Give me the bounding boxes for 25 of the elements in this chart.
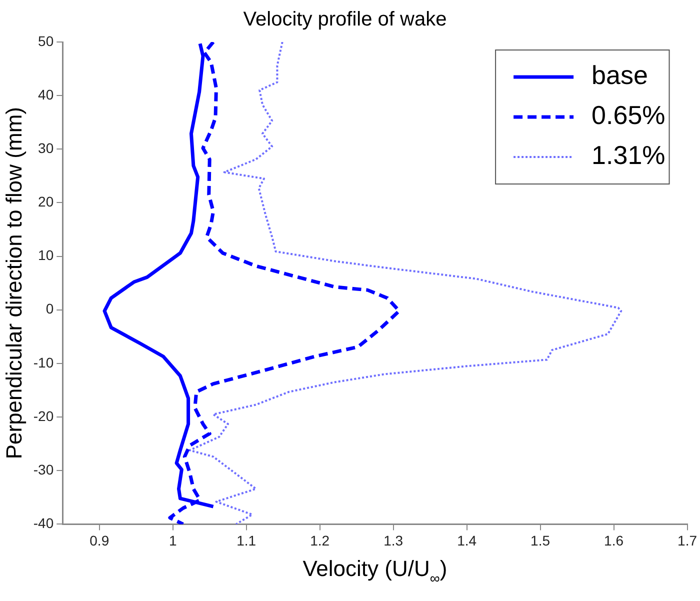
y-tick-label: 0 xyxy=(46,300,54,317)
x-tick-label: 1.6 xyxy=(604,532,624,548)
x-tick-label: 0.9 xyxy=(90,532,110,548)
y-tick-label: 20 xyxy=(38,194,54,210)
legend-label: 1.31% xyxy=(592,140,666,170)
y-tick-label: 10 xyxy=(38,247,54,264)
x-tick-label: 1.7 xyxy=(678,532,698,548)
y-tick-label: 30 xyxy=(38,140,54,156)
x-tick-label: 1.3 xyxy=(384,532,404,548)
chart-title: Velocity profile of wake xyxy=(243,8,447,31)
x-axis-title: Velocity (U/U∞) xyxy=(302,556,448,586)
x-tick-label: 1.4 xyxy=(457,532,477,548)
x-tick-label: 1.5 xyxy=(530,532,550,548)
y-tick-label: -10 xyxy=(33,354,54,370)
legend-label: 0.65% xyxy=(592,100,666,130)
x-tick-label: 1 xyxy=(168,532,177,548)
x-tick-label: 1.1 xyxy=(236,532,256,548)
y-tick-label: -20 xyxy=(33,408,54,424)
y-axis-title: Perpendicular direction to flow (mm) xyxy=(1,107,26,460)
legend-label: base xyxy=(592,60,648,90)
y-tick-label: 50 xyxy=(38,32,54,49)
y-tick-label: 40 xyxy=(38,86,54,102)
y-tick-label: -40 xyxy=(33,515,54,532)
y-tick-label: -30 xyxy=(33,461,54,478)
x-tick-label: 1.2 xyxy=(310,532,330,548)
